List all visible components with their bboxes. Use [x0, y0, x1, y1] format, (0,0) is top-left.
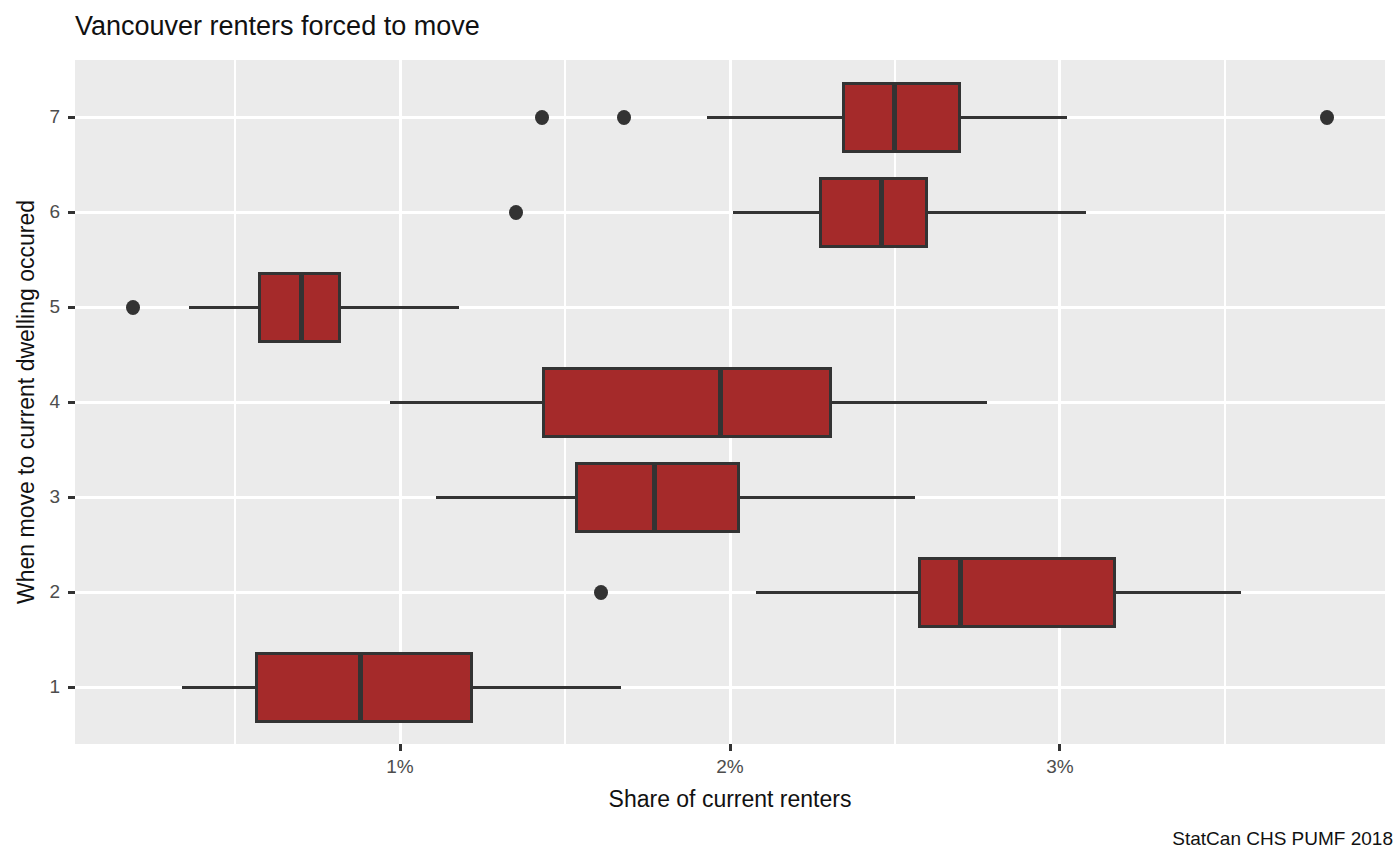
- x-tick-label: 1%: [360, 756, 440, 778]
- y-axis-tick: [68, 496, 75, 499]
- boxplot-box: [819, 177, 928, 248]
- y-axis-tick: [68, 116, 75, 119]
- y-axis-tick: [68, 211, 75, 214]
- y-tick-label: 7: [0, 106, 60, 128]
- x-tick-label: 3%: [1020, 756, 1100, 778]
- y-tick-label: 6: [0, 201, 60, 223]
- boxplot-median-line: [892, 82, 897, 153]
- outlier-point: [535, 110, 549, 125]
- boxplot-median-line: [358, 652, 363, 723]
- boxplot-median-line: [958, 557, 963, 628]
- outlier-point: [126, 300, 140, 315]
- outlier-point: [617, 110, 631, 125]
- boxplot-median-line: [652, 462, 657, 533]
- plot-panel: [75, 60, 1385, 744]
- y-axis-tick: [68, 591, 75, 594]
- y-axis-tick: [68, 686, 75, 689]
- y-axis-tick: [68, 401, 75, 404]
- boxplot-box: [542, 367, 832, 438]
- outlier-point: [594, 585, 608, 600]
- y-tick-label: 4: [0, 391, 60, 413]
- y-tick-label: 1: [0, 676, 60, 698]
- boxplot-box: [575, 462, 740, 533]
- boxplot-median-line: [299, 272, 304, 343]
- boxplot-box: [842, 82, 961, 153]
- boxplot-box: [255, 652, 473, 723]
- outlier-point: [1320, 110, 1334, 125]
- x-axis-tick: [1058, 744, 1061, 751]
- chart-caption: StatCan CHS PUMF 2018: [1172, 828, 1393, 850]
- boxplot-median-line: [718, 367, 723, 438]
- y-tick-label: 5: [0, 296, 60, 318]
- y-tick-label: 3: [0, 486, 60, 508]
- x-tick-label: 2%: [690, 756, 770, 778]
- boxplot-median-line: [879, 177, 884, 248]
- x-axis-tick: [729, 744, 732, 751]
- y-axis-tick: [68, 306, 75, 309]
- x-axis-title: Share of current renters: [75, 786, 1385, 813]
- chart-title: Vancouver renters forced to move: [75, 11, 480, 42]
- x-axis-tick: [399, 744, 402, 751]
- outlier-point: [509, 205, 523, 220]
- gridline-major-horizontal: [75, 211, 1385, 214]
- boxplot-figure: Vancouver renters forced to move When mo…: [0, 0, 1400, 865]
- boxplot-box: [918, 557, 1116, 628]
- y-tick-label: 2: [0, 581, 60, 603]
